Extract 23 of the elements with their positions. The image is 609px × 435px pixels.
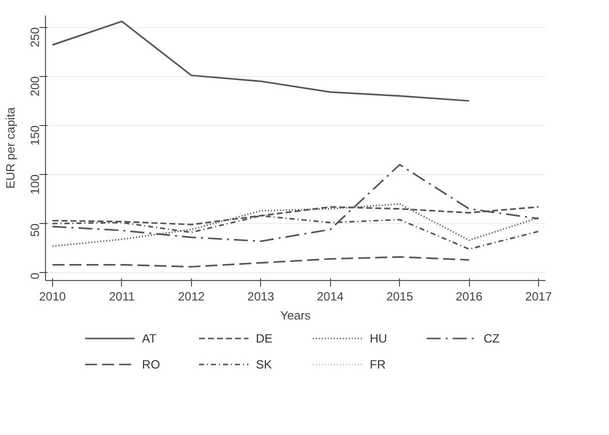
legend-label: HU bbox=[370, 332, 388, 346]
legend-label: RO bbox=[142, 358, 160, 372]
x-tick-label: 2013 bbox=[247, 290, 274, 304]
y-axis-title: EUR per capita bbox=[4, 106, 18, 189]
legend-label: SK bbox=[256, 358, 272, 372]
legend-label: AT bbox=[142, 332, 158, 346]
x-axis-title: Years bbox=[280, 308, 311, 322]
y-tick-label: 150 bbox=[28, 125, 42, 146]
y-tick-label: 250 bbox=[28, 26, 42, 48]
legend-label: FR bbox=[370, 358, 386, 372]
y-tick-label: 50 bbox=[28, 223, 42, 237]
x-tick-label: 2016 bbox=[456, 290, 483, 304]
legend-label: CZ bbox=[484, 332, 500, 346]
legend-label: DE bbox=[256, 332, 273, 346]
x-tick-label: 2017 bbox=[525, 290, 552, 304]
y-tick-label: 200 bbox=[28, 76, 42, 96]
y-tick-label: 0 bbox=[28, 272, 42, 280]
y-tick-label: 100 bbox=[28, 174, 42, 195]
x-tick-label: 2014 bbox=[316, 290, 344, 304]
x-tick-label: 2015 bbox=[386, 290, 414, 304]
x-tick-label: 2011 bbox=[108, 290, 136, 304]
x-tick-label: 2012 bbox=[178, 290, 206, 304]
x-tick-label: 2010 bbox=[39, 290, 66, 304]
